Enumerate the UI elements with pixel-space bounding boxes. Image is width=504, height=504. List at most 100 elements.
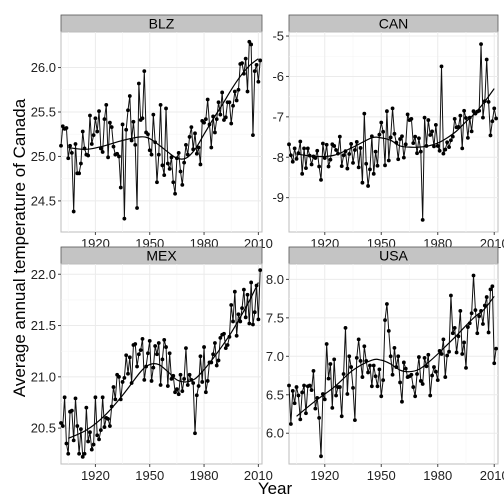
data-point — [126, 371, 130, 376]
data-point — [445, 353, 450, 358]
data-point — [135, 206, 139, 210]
data-point — [247, 39, 252, 44]
data-point — [97, 109, 101, 114]
data-point — [424, 144, 429, 148]
data-point — [182, 376, 187, 381]
data-point — [484, 295, 489, 299]
data-point — [59, 421, 63, 425]
data-point — [477, 314, 482, 319]
data-point — [351, 385, 355, 390]
data-point — [229, 303, 234, 307]
data-point — [178, 372, 183, 377]
data-point — [231, 103, 235, 108]
data-point — [202, 345, 206, 349]
data-point — [133, 142, 138, 147]
data-point — [449, 293, 453, 298]
data-point — [111, 144, 116, 149]
data-point — [79, 161, 83, 166]
data-point — [304, 411, 308, 416]
data-point — [481, 322, 485, 326]
data-point — [222, 331, 226, 336]
y-tick-label: 24.5 — [31, 193, 56, 208]
data-point — [334, 148, 338, 152]
data-point — [428, 133, 433, 137]
data-point — [232, 89, 237, 94]
data-point — [117, 154, 121, 159]
data-point — [334, 393, 338, 398]
data-point — [328, 157, 333, 162]
data-point — [345, 392, 350, 396]
data-point — [343, 149, 348, 154]
data-point — [227, 334, 232, 339]
data-point — [155, 352, 159, 357]
data-point — [71, 438, 76, 443]
data-point — [77, 451, 82, 456]
data-point — [366, 370, 370, 375]
data-point — [405, 112, 410, 117]
data-point — [89, 142, 94, 146]
data-point — [432, 144, 436, 149]
data-point — [174, 387, 179, 392]
data-point — [292, 401, 297, 406]
data-point — [375, 384, 380, 389]
data-point — [118, 185, 123, 190]
data-point — [88, 430, 92, 435]
y-tick-label: -5 — [272, 29, 284, 44]
data-point — [117, 374, 121, 379]
data-point — [200, 380, 205, 384]
data-point — [144, 364, 149, 369]
data-point — [118, 397, 123, 402]
data-point — [369, 384, 374, 389]
data-point — [288, 422, 293, 426]
data-point — [149, 152, 154, 157]
data-point — [203, 117, 208, 122]
data-point — [445, 140, 450, 145]
data-point — [82, 451, 87, 456]
data-point — [441, 151, 446, 156]
data-point — [189, 125, 194, 130]
data-point — [140, 336, 145, 341]
data-point — [191, 147, 196, 152]
data-point — [296, 151, 301, 156]
data-point — [64, 126, 69, 130]
data-point — [332, 144, 337, 148]
data-point — [164, 106, 168, 111]
data-point — [174, 156, 179, 161]
data-point — [366, 184, 370, 188]
data-point — [169, 376, 174, 381]
data-point — [82, 146, 87, 151]
data-point — [214, 363, 219, 368]
data-point — [122, 216, 127, 221]
data-point — [447, 349, 451, 354]
data-point — [60, 424, 65, 428]
data-point — [80, 454, 85, 459]
data-point — [432, 365, 436, 369]
data-point — [300, 171, 305, 176]
data-point — [91, 133, 96, 138]
x-tick-label: 1920 — [310, 468, 339, 483]
data-point — [84, 405, 89, 410]
data-point — [313, 406, 318, 411]
data-point — [251, 322, 255, 327]
data-point — [324, 142, 329, 147]
data-point — [136, 81, 141, 86]
data-point — [492, 106, 497, 111]
data-point — [223, 346, 228, 350]
data-point — [364, 161, 369, 166]
data-point — [383, 318, 387, 323]
data-point — [111, 385, 116, 389]
data-point — [385, 302, 389, 306]
y-tick-label: 7.5 — [266, 310, 284, 325]
data-point — [133, 342, 138, 346]
data-point — [124, 353, 129, 358]
data-point — [156, 341, 161, 345]
data-point — [100, 150, 105, 154]
data-point — [227, 100, 232, 105]
data-point — [441, 337, 446, 342]
data-point — [189, 378, 194, 382]
data-point — [373, 149, 378, 154]
data-point — [413, 394, 418, 399]
data-point — [147, 339, 152, 343]
data-point — [309, 388, 314, 393]
